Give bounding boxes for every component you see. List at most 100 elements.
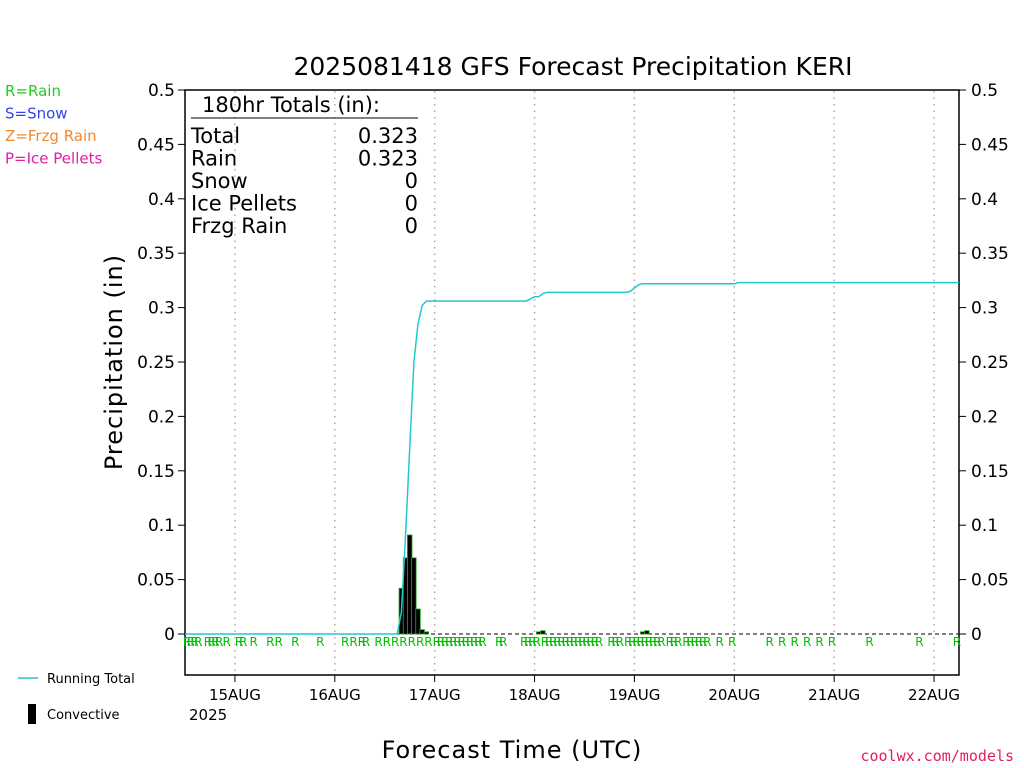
y-tick-label-right: 0.2 bbox=[971, 407, 998, 427]
precip-mark: R bbox=[582, 635, 590, 649]
precip-mark: R bbox=[549, 635, 557, 649]
precip-mark: R bbox=[666, 635, 674, 649]
precip-mark: R bbox=[349, 635, 357, 649]
y-tick-label-right: 0.4 bbox=[971, 190, 998, 210]
y-tick-label-right: 0.05 bbox=[971, 571, 1009, 591]
x-tick-year: 2025 bbox=[189, 706, 227, 724]
precip-mark: R bbox=[641, 635, 649, 649]
precip-mark: R bbox=[235, 635, 243, 649]
y-tick-label: 0.25 bbox=[137, 353, 175, 373]
x-tick-label: 19AUG bbox=[608, 686, 660, 704]
precip-mark: R bbox=[649, 635, 657, 649]
precip-mark: R bbox=[399, 635, 407, 649]
precip-mark: R bbox=[466, 635, 474, 649]
precip-mark: R bbox=[524, 635, 532, 649]
convective-bar bbox=[415, 608, 421, 635]
precip-mark: R bbox=[790, 635, 798, 649]
totals-row-label: Snow bbox=[191, 169, 248, 193]
precip-mark: R bbox=[408, 635, 416, 649]
precip-mark: R bbox=[383, 635, 391, 649]
totals-row-label: Ice Pellets bbox=[191, 192, 297, 216]
precip-mark: R bbox=[636, 635, 644, 649]
precip-mark: R bbox=[612, 635, 620, 649]
precip-mark: R bbox=[416, 635, 424, 649]
precip-mark: R bbox=[433, 635, 441, 649]
precip-mark: R bbox=[441, 635, 449, 649]
x-tick-label: 22AUG bbox=[908, 686, 960, 704]
precip-mark: R bbox=[495, 635, 503, 649]
totals-row-value: 0 bbox=[405, 192, 418, 216]
precip-mark: R bbox=[445, 635, 453, 649]
y-tick-label: 0.3 bbox=[148, 299, 175, 319]
precip-mark: R bbox=[239, 635, 247, 649]
precip-mark: R bbox=[194, 635, 202, 649]
precip-mark: R bbox=[470, 635, 478, 649]
y-tick-label-right: 0.3 bbox=[971, 299, 998, 319]
x-tick-label: 17AUG bbox=[409, 686, 461, 704]
y-tick-label: 0.4 bbox=[148, 190, 175, 210]
precip-mark: R bbox=[803, 635, 811, 649]
y-tick-label: 0.15 bbox=[137, 462, 175, 482]
precip-mark: R bbox=[628, 635, 636, 649]
precip-mark: R bbox=[341, 635, 349, 649]
credit-text: coolwx.com/models bbox=[860, 747, 1014, 765]
y-tick-label-right: 0.15 bbox=[971, 462, 1009, 482]
totals-row-label: Frzg Rain bbox=[191, 214, 287, 238]
convective-legend-swatch bbox=[28, 704, 36, 724]
precip-mark: R bbox=[607, 635, 615, 649]
precip-mark: R bbox=[222, 635, 230, 649]
precip-mark: R bbox=[624, 635, 632, 649]
precip-mark: R bbox=[266, 635, 274, 649]
precip-mark: R bbox=[670, 635, 678, 649]
y-tick-label: 0.35 bbox=[137, 244, 175, 264]
precip-mark: R bbox=[562, 635, 570, 649]
convective-bar bbox=[644, 630, 650, 635]
precip-mark: R bbox=[374, 635, 382, 649]
precip-mark: R bbox=[183, 635, 191, 649]
precip-mark: R bbox=[591, 635, 599, 649]
totals-row-value: 0 bbox=[405, 169, 418, 193]
precip-mark: R bbox=[391, 635, 399, 649]
precip-mark: R bbox=[190, 635, 198, 649]
precip-mark: R bbox=[728, 635, 736, 649]
y-axis-ticks: 0 00.05 0.050.1 0.10.15 0.150.2 0.20.25 0.250.… bbox=[137, 81, 1009, 645]
y-tick-label-right: 0.5 bbox=[971, 81, 998, 101]
precip-type-legend-item: P=Ice Pellets bbox=[5, 150, 102, 168]
series-legend: Running Total Convective bbox=[18, 672, 135, 724]
precip-mark: R bbox=[828, 635, 836, 649]
precip-mark: R bbox=[765, 635, 773, 649]
precip-mark: R bbox=[249, 635, 257, 649]
totals-box: 180hr Totals (in): Total 0.323 Rain 0.323 Sn… bbox=[190, 93, 418, 238]
vertical-gridlines bbox=[234, 91, 935, 674]
totals-row-value: 0 bbox=[405, 214, 418, 238]
precip-mark: R bbox=[553, 635, 561, 649]
precip-mark: R bbox=[215, 635, 223, 649]
x-tick-label: 21AUG bbox=[808, 686, 860, 704]
precip-mark: R bbox=[449, 635, 457, 649]
precip-mark: R bbox=[632, 635, 640, 649]
precip-mark: R bbox=[953, 635, 961, 649]
precip-mark: R bbox=[686, 635, 694, 649]
precip-mark: R bbox=[674, 635, 682, 649]
legend-label: Convective bbox=[47, 708, 120, 723]
precip-mark: R bbox=[703, 635, 711, 649]
precip-mark: R bbox=[499, 635, 507, 649]
y-tick-label: 0.2 bbox=[148, 407, 175, 427]
precip-mark: R bbox=[653, 635, 661, 649]
precip-mark: R bbox=[362, 635, 370, 649]
precip-mark: R bbox=[682, 635, 690, 649]
precip-mark: R bbox=[557, 635, 565, 649]
plot-frame bbox=[184, 89, 960, 676]
precip-mark: R bbox=[716, 635, 724, 649]
precip-mark: R bbox=[645, 635, 653, 649]
precip-mark: R bbox=[574, 635, 582, 649]
running-total-line bbox=[185, 281, 959, 635]
y-tick-label-right: 0.1 bbox=[971, 516, 998, 536]
precip-mark: R bbox=[207, 635, 215, 649]
y-tick-label: 0 bbox=[164, 625, 175, 645]
precip-mark: R bbox=[616, 635, 624, 649]
precip-mark: R bbox=[520, 635, 528, 649]
precip-mark: R bbox=[566, 635, 574, 649]
precip-type-legend-item: R=Rain bbox=[5, 82, 61, 100]
x-tick-label: 18AUG bbox=[509, 686, 561, 704]
